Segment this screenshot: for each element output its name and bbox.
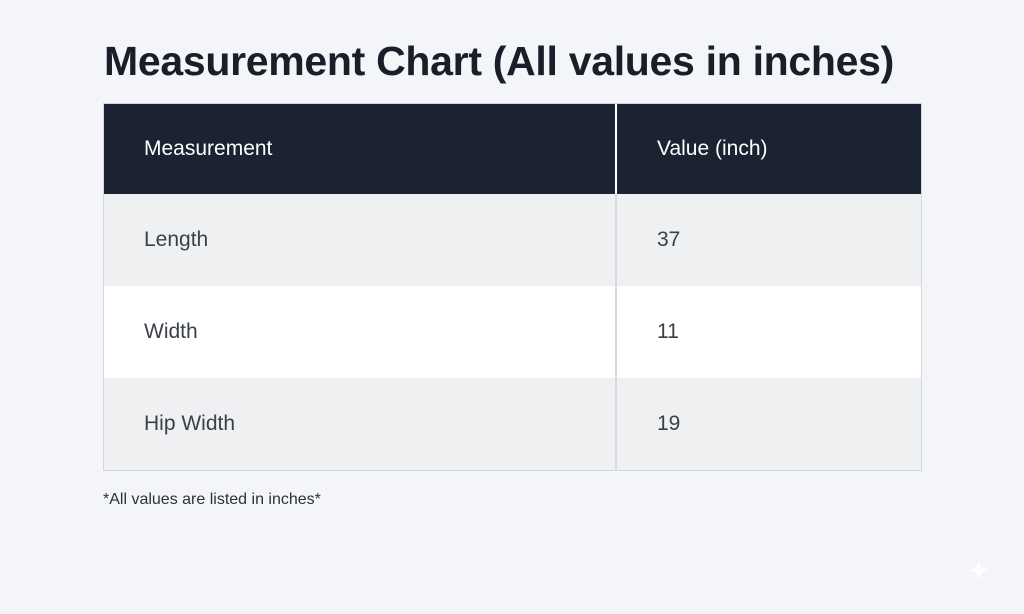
footnote: *All values are listed in inches* [103, 491, 321, 508]
table-row: Width 11 [104, 286, 921, 378]
column-header-value: Value (inch) [615, 104, 921, 194]
value-cell: 11 [615, 286, 921, 378]
table-body: Length 37 Width 11 Hip Width 19 [104, 194, 921, 470]
table-row: Hip Width 19 [104, 378, 921, 470]
measurement-cell: Length [144, 228, 209, 251]
table-row: Length 37 [104, 194, 921, 286]
page-title: Measurement Chart (All values in inches) [104, 38, 895, 84]
value-cell: 19 [615, 378, 921, 470]
value-cell: 37 [615, 194, 921, 286]
column-header-measurement: Measurement [144, 137, 273, 160]
measurement-table-container: Measurement Value (inch) Length 37 Width… [103, 103, 922, 471]
table-header: Measurement Value (inch) [104, 104, 921, 194]
measurement-cell: Width [144, 320, 198, 343]
table-header-row: Measurement Value (inch) [104, 104, 921, 194]
sparkle-icon [968, 559, 990, 581]
measurement-table: Measurement Value (inch) Length 37 Width… [104, 104, 921, 470]
measurement-cell: Hip Width [144, 412, 236, 435]
